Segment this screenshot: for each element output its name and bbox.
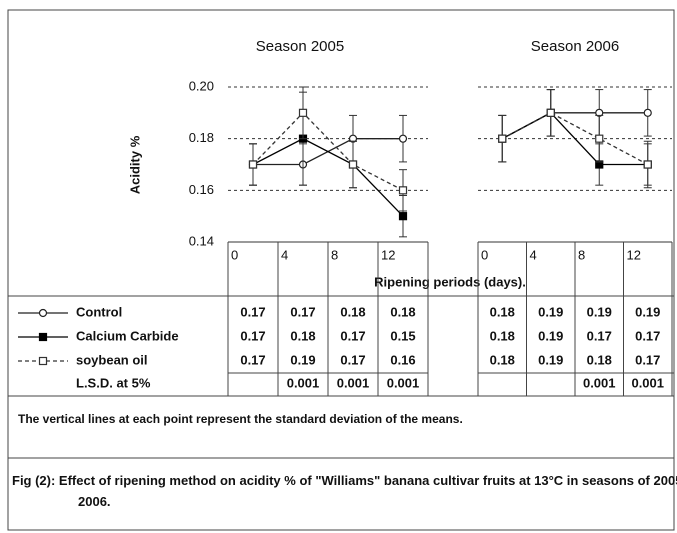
series-line xyxy=(501,112,648,140)
caption: Fig (2): Effect of ripening method on ac… xyxy=(12,473,677,509)
marker xyxy=(38,332,48,342)
table-cell: 0.17 xyxy=(240,304,265,319)
table-cell: 0.18 xyxy=(490,352,515,367)
marker xyxy=(398,134,408,143)
marker xyxy=(248,160,258,169)
x-tick-label: 0 xyxy=(481,247,488,262)
series-line xyxy=(252,137,404,217)
table-cell: 0.17 xyxy=(290,304,315,319)
marker xyxy=(643,160,652,169)
table-cell: 0.19 xyxy=(635,304,660,319)
table-cell: 0.19 xyxy=(587,304,612,319)
table-cell: 0.17 xyxy=(635,328,660,343)
y-tick-label: 0.18 xyxy=(189,130,214,145)
table-cell: 0.001 xyxy=(287,375,320,390)
legend-label: soybean oil xyxy=(76,352,148,367)
y-axis-label: Acidity % xyxy=(127,135,142,194)
table-cell: 0.19 xyxy=(538,328,563,343)
table-cell: 0.17 xyxy=(587,328,612,343)
x-axis-label: Ripening periods (days). xyxy=(374,274,526,289)
table-cell: 0.19 xyxy=(538,352,563,367)
x-tick-label: 12 xyxy=(381,247,395,262)
table-cell: 0.18 xyxy=(340,304,365,319)
table-cell: 0.15 xyxy=(390,328,415,343)
y-tick-label: 0.14 xyxy=(189,233,214,248)
series-line xyxy=(501,112,648,166)
frame xyxy=(7,9,675,531)
table-cell: 0.17 xyxy=(240,352,265,367)
x-tick-label: 0 xyxy=(231,247,238,262)
table-cell: 0.18 xyxy=(290,328,315,343)
x-tick-label: 8 xyxy=(331,247,338,262)
table-cell: 0.19 xyxy=(290,352,315,367)
table-cell: 0.17 xyxy=(340,328,365,343)
table-cell: 0.17 xyxy=(240,328,265,343)
x-tick-label: 4 xyxy=(281,247,288,262)
table-cell: 0.001 xyxy=(631,375,664,390)
panel-title: Season 2006 xyxy=(531,38,619,55)
marker xyxy=(498,134,507,143)
table-cell: 0.18 xyxy=(390,304,415,319)
x-tick-label: 4 xyxy=(530,247,537,262)
marker xyxy=(595,134,604,143)
table-cell: 0.18 xyxy=(587,352,612,367)
y-tick-label: 0.16 xyxy=(189,182,214,197)
series-line xyxy=(252,111,404,191)
marker xyxy=(398,186,408,195)
table-cell: 0.001 xyxy=(337,375,370,390)
legend-label: Calcium Carbide xyxy=(76,328,179,343)
marker xyxy=(298,108,308,117)
note: The vertical lines at each point represe… xyxy=(18,412,463,426)
table-cell: 0.18 xyxy=(490,304,515,319)
panel-title: Season 2005 xyxy=(256,38,344,55)
table-cell: 0.001 xyxy=(387,375,420,390)
marker xyxy=(348,160,358,169)
table-cell: 0.16 xyxy=(390,352,415,367)
table-cell: 0.19 xyxy=(538,304,563,319)
legend-label: Control xyxy=(76,304,122,319)
table-cell: 0.17 xyxy=(340,352,365,367)
x-tick-label: 12 xyxy=(627,247,641,262)
marker xyxy=(38,308,48,318)
x-tick-label: 8 xyxy=(578,247,585,262)
table-cell: 0.001 xyxy=(583,375,616,390)
marker xyxy=(643,108,652,117)
table-cell: 0.17 xyxy=(635,352,660,367)
y-tick-label: 0.20 xyxy=(189,78,214,93)
marker xyxy=(398,212,408,221)
table-cell: 0.18 xyxy=(490,328,515,343)
marker xyxy=(546,108,555,117)
marker xyxy=(38,356,48,366)
lsd-label: L.S.D. at 5% xyxy=(76,375,151,390)
